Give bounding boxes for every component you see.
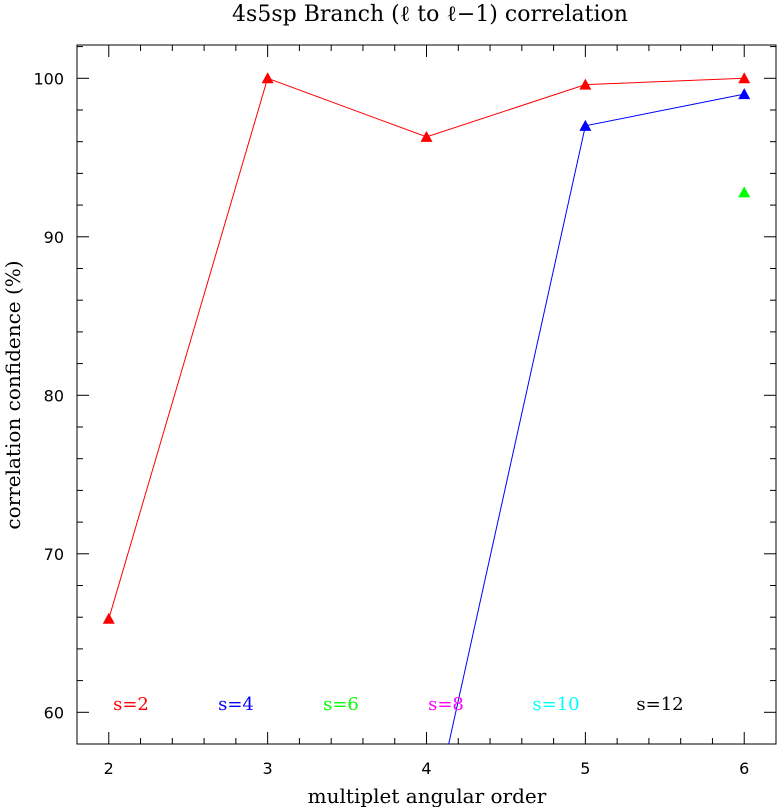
data-point-s=4 — [738, 88, 751, 100]
y-tick-label: 60 — [44, 703, 64, 722]
legend-entry-s=4: s=4 — [218, 694, 254, 715]
ticks-layer: 2 3 4 5 6 60 70 80 90 100 — [33, 45, 777, 778]
y-tick-label: 80 — [44, 386, 64, 405]
y-tick-label: 100 — [33, 69, 64, 88]
data-point-s=4 — [579, 119, 592, 131]
legend-entry-s=10: s=10 — [532, 694, 579, 715]
data-point-s=2 — [261, 72, 274, 84]
data-point-s=2 — [579, 78, 592, 90]
data-point-s=2 — [420, 130, 433, 142]
x-axis-label: multiplet angular order — [308, 784, 547, 807]
x-tick-label: 4 — [421, 759, 431, 778]
legend-entry-s=6: s=6 — [323, 694, 359, 715]
legend-entry-s=8: s=8 — [428, 694, 464, 715]
y-tick-label: 70 — [44, 545, 64, 564]
legend-entry-s=12: s=12 — [636, 694, 683, 715]
data-point-s=2 — [102, 612, 115, 624]
series-line-s=4 — [448, 93, 745, 745]
data-point-s=6 — [738, 186, 751, 198]
data-point-s=2 — [738, 72, 751, 84]
points-layer — [102, 72, 751, 624]
x-tick-label: 6 — [739, 759, 749, 778]
x-tick-label: 5 — [580, 759, 590, 778]
y-tick-label: 90 — [44, 228, 64, 247]
x-tick-label: 3 — [263, 759, 273, 778]
lines-layer — [108, 77, 745, 745]
x-tick-label: 2 — [104, 759, 114, 778]
plot-frame — [76, 44, 777, 745]
legend-entry-s=2: s=2 — [113, 694, 149, 715]
legend: s=2 s=4 s=6 s=8 s=10 s=12 — [113, 694, 684, 715]
series-line-s=2 — [108, 77, 745, 619]
chart-title: 4s5sp Branch (ℓ to ℓ−1) correlation — [232, 2, 628, 27]
y-axis-label: correlation confidence (%) — [1, 260, 25, 529]
